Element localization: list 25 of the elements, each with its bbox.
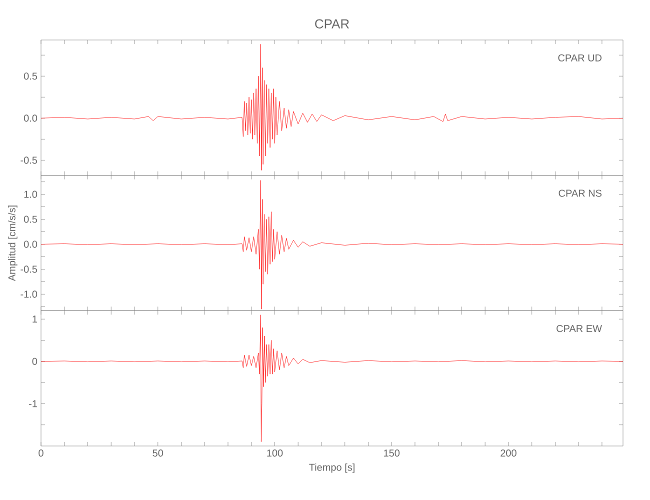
x-tick-label: 50 [152, 450, 164, 457]
y-tick-label: -0.5 [20, 156, 38, 164]
y-tick-label: 0.0 [24, 114, 38, 122]
chart-title: CPAR [315, 19, 349, 28]
annotation: CPAR NS [558, 190, 602, 197]
annotation: CPAR UD [558, 54, 602, 62]
y-tick-label: -1 [29, 400, 37, 408]
x-tick-label: 100 [267, 450, 283, 457]
y-tick-label: 0.5 [24, 72, 38, 80]
line-series [41, 314, 624, 442]
annotation: CPAR EW [556, 325, 602, 332]
y-axis-title: Amplitud [cm/s/s] [8, 206, 18, 282]
y-tick-label: 0 [32, 358, 38, 365]
x-tick-label: 150 [384, 450, 400, 457]
y-tick-label: 0.0 [24, 240, 38, 248]
y-tick-label: -0.5 [20, 266, 38, 273]
x-tick-label: 0 [38, 450, 44, 457]
line-series [41, 180, 624, 310]
x-axis-title: Tiempo [s] [309, 463, 354, 473]
x-tick-label: 200 [500, 450, 516, 457]
y-tick-label: 0.5 [24, 216, 38, 223]
y-tick-label: 1 [32, 316, 37, 323]
y-tick-label: 1.0 [24, 190, 38, 198]
y-tick-label: -1.0 [20, 290, 38, 298]
line-series [41, 44, 624, 170]
